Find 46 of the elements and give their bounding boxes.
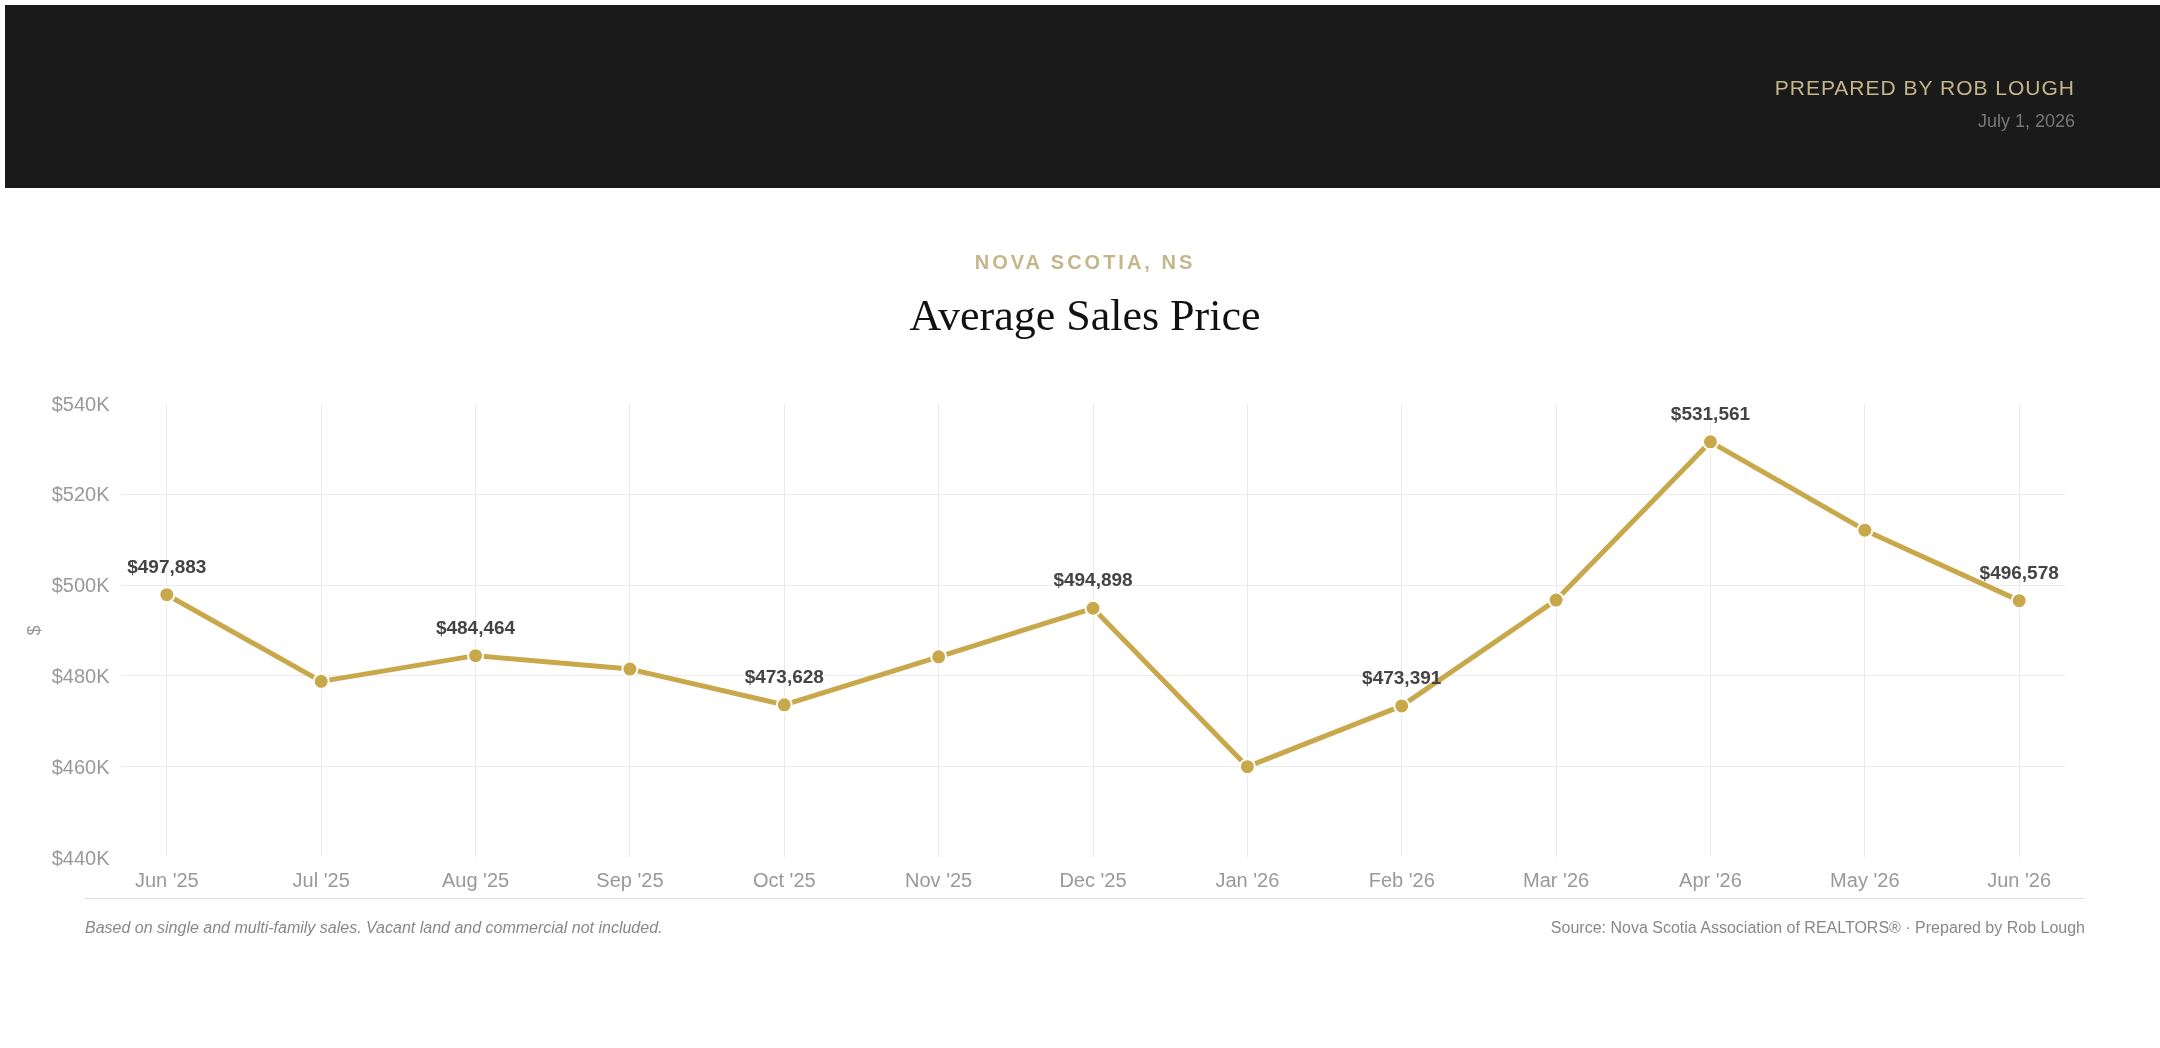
x-tick-label: Apr '26 <box>1679 868 1742 891</box>
x-tick-label: Dec '25 <box>1059 868 1127 891</box>
source-note: Source: Nova Scotia Association of REALTORS® · Prepared by Rob Lough <box>1550 918 2085 938</box>
x-tick-label: Jun '26 <box>1987 868 2052 891</box>
point <box>312 672 330 690</box>
point <box>1701 433 1719 451</box>
x-tick-label: Mar '26 <box>1523 868 1590 891</box>
x-tick-label: Nov '25 <box>905 868 973 891</box>
chart-subtitle: NOVA SCOTIA, NS <box>973 250 1197 275</box>
x-tick-label: Jul '25 <box>292 868 350 891</box>
data-label: $496,578 <box>1979 561 2059 583</box>
data-label: $531,561 <box>1670 402 1751 424</box>
point <box>1238 758 1256 776</box>
point <box>1084 599 1102 617</box>
data-label: $473,391 <box>1362 666 1442 688</box>
x-tick-label: Sep '25 <box>596 868 664 891</box>
data-label: $497,883 <box>127 555 207 577</box>
y-tick-label: $500K <box>51 574 111 597</box>
x-tick-label: Jan '26 <box>1215 868 1280 891</box>
point <box>621 660 639 678</box>
y-tick-label: $460K <box>51 755 111 778</box>
point <box>467 647 485 665</box>
y-axis-title: $ <box>23 625 44 636</box>
data-label: $484,464 <box>435 616 516 638</box>
point <box>775 696 793 714</box>
y-tick-label: $440K <box>51 846 111 869</box>
y-tick-label: $520K <box>51 483 111 506</box>
chart-title: Average Sales Price <box>908 289 1262 342</box>
text: July 1, 2026 <box>1976 110 2075 133</box>
y-tick-label: $540K <box>51 392 111 415</box>
y-tick-label: $480K <box>51 664 111 687</box>
point <box>2010 592 2028 610</box>
x-tick-label: Oct '25 <box>752 868 816 891</box>
point <box>1393 697 1411 715</box>
text: Based on single and multi-family sales. Vacant land and commercial not included. <box>85 918 663 938</box>
x-tick-label: Aug '25 <box>441 868 510 891</box>
point <box>930 648 948 666</box>
point <box>1856 521 1874 539</box>
point <box>1547 591 1565 609</box>
x-tick-label: Jun '25 <box>134 868 199 891</box>
text: PREPARED BY ROB LOUGH <box>1774 75 2075 101</box>
x-tick-label: May '26 <box>1830 868 1900 891</box>
data-label: $494,898 <box>1053 569 1133 591</box>
x-tick-label: Feb '26 <box>1368 868 1435 891</box>
data-label: $473,628 <box>744 665 824 687</box>
point <box>158 586 176 604</box>
